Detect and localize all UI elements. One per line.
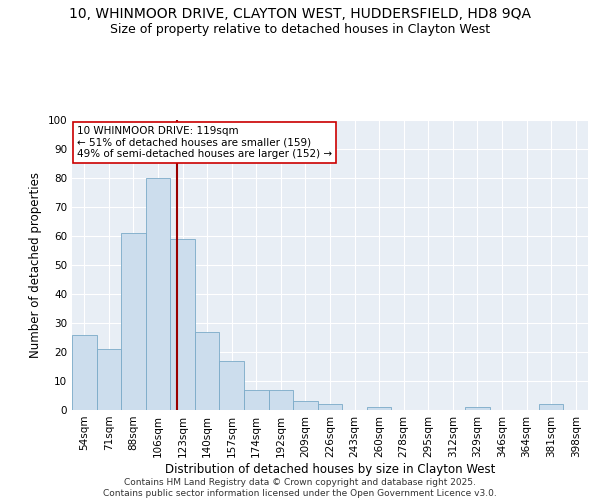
Text: Contains HM Land Registry data © Crown copyright and database right 2025.
Contai: Contains HM Land Registry data © Crown c… [103,478,497,498]
Bar [293,402,318,410]
Bar [170,239,195,410]
Bar [72,334,97,410]
Bar [269,390,293,410]
X-axis label: Distribution of detached houses by size in Clayton West: Distribution of detached houses by size … [165,462,495,475]
Bar [121,233,146,410]
Bar [195,332,220,410]
Y-axis label: Number of detached properties: Number of detached properties [29,172,42,358]
Bar [244,390,269,410]
Bar [318,404,342,410]
Bar [539,404,563,410]
Bar [146,178,170,410]
Text: Size of property relative to detached houses in Clayton West: Size of property relative to detached ho… [110,22,490,36]
Bar [220,360,244,410]
Text: 10 WHINMOOR DRIVE: 119sqm
← 51% of detached houses are smaller (159)
49% of semi: 10 WHINMOOR DRIVE: 119sqm ← 51% of detac… [77,126,332,159]
Bar [465,407,490,410]
Bar [367,407,391,410]
Text: 10, WHINMOOR DRIVE, CLAYTON WEST, HUDDERSFIELD, HD8 9QA: 10, WHINMOOR DRIVE, CLAYTON WEST, HUDDER… [69,8,531,22]
Bar [97,349,121,410]
